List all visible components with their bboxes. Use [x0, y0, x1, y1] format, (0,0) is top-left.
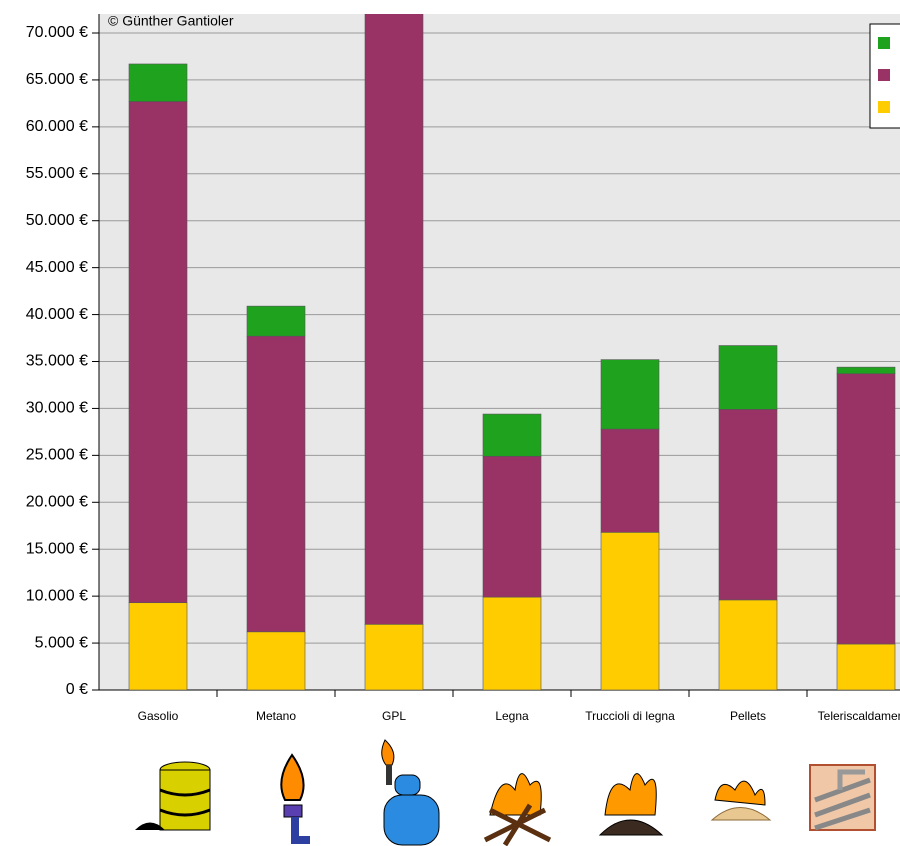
- bar-segment: [246, 305, 306, 337]
- y-tick-label: 55.000 €: [26, 165, 88, 182]
- y-tick-label: 60.000 €: [26, 118, 88, 135]
- bar-segment: [600, 428, 660, 533]
- y-tick-label: 35.000 €: [26, 353, 88, 370]
- bar-segment: [246, 631, 306, 690]
- gpl-bottle-icon: [381, 739, 440, 846]
- y-tick-label: 40.000 €: [26, 306, 88, 323]
- legend-swatch: [878, 69, 890, 81]
- y-tick-label: 5.000 €: [35, 634, 88, 651]
- bar-segment: [718, 409, 778, 601]
- legend: [869, 23, 900, 129]
- bar-segment: [836, 373, 896, 645]
- x-tick-label: Pellets: [730, 709, 766, 723]
- y-tick-label: 50.000 €: [26, 212, 88, 229]
- x-tick-label: Legna: [495, 709, 529, 723]
- barrel-icon: [135, 761, 211, 831]
- bar-segment: [128, 63, 188, 102]
- legend-swatch: [878, 101, 890, 113]
- campfire-icon: [483, 773, 552, 846]
- y-tick-label: 10.000 €: [26, 587, 88, 604]
- y-tick-label: 65.000 €: [26, 71, 88, 88]
- district-heating-icon: [809, 764, 876, 831]
- y-tick-label: 45.000 €: [26, 259, 88, 276]
- y-tick-label: 15.000 €: [26, 540, 88, 557]
- x-tick-label: Truccioli di legna: [585, 709, 675, 723]
- y-tick-label: 30.000 €: [26, 400, 88, 417]
- bar-segment: [364, 14, 424, 625]
- bar-segment: [482, 413, 542, 457]
- y-tick-label: 25.000 €: [26, 447, 88, 464]
- y-tick-label: 0 €: [66, 681, 88, 698]
- y-tick-label: 20.000 €: [26, 494, 88, 511]
- bar-segment: [128, 101, 188, 604]
- x-tick-label: Metano: [256, 709, 296, 723]
- bar-segment: [482, 455, 542, 598]
- wood-chip-fire-icon: [598, 773, 664, 836]
- bar-segment: [364, 623, 424, 690]
- icons: [135, 739, 876, 846]
- legend-swatch: [878, 37, 890, 49]
- bar-segment: [600, 359, 660, 430]
- bar-segment: [718, 599, 778, 690]
- bar-segment: [836, 366, 896, 375]
- y-tick-label: 70.000 €: [26, 24, 88, 41]
- gas-flame-icon: [280, 753, 310, 844]
- bar-segment: [128, 602, 188, 690]
- bar-segment: [482, 596, 542, 690]
- bar-segment: [600, 532, 660, 690]
- bar-segment: [246, 335, 306, 633]
- pellet-fire-icon: [710, 780, 772, 821]
- x-tick-label: Gasolio: [138, 709, 179, 723]
- annotation: © Günther Gantioler: [108, 13, 234, 29]
- x-tick-label: Teleriscaldamento: [818, 709, 900, 723]
- x-tick-label: GPL: [382, 709, 406, 723]
- bar-segment: [836, 643, 896, 690]
- bar-segment: [718, 345, 778, 410]
